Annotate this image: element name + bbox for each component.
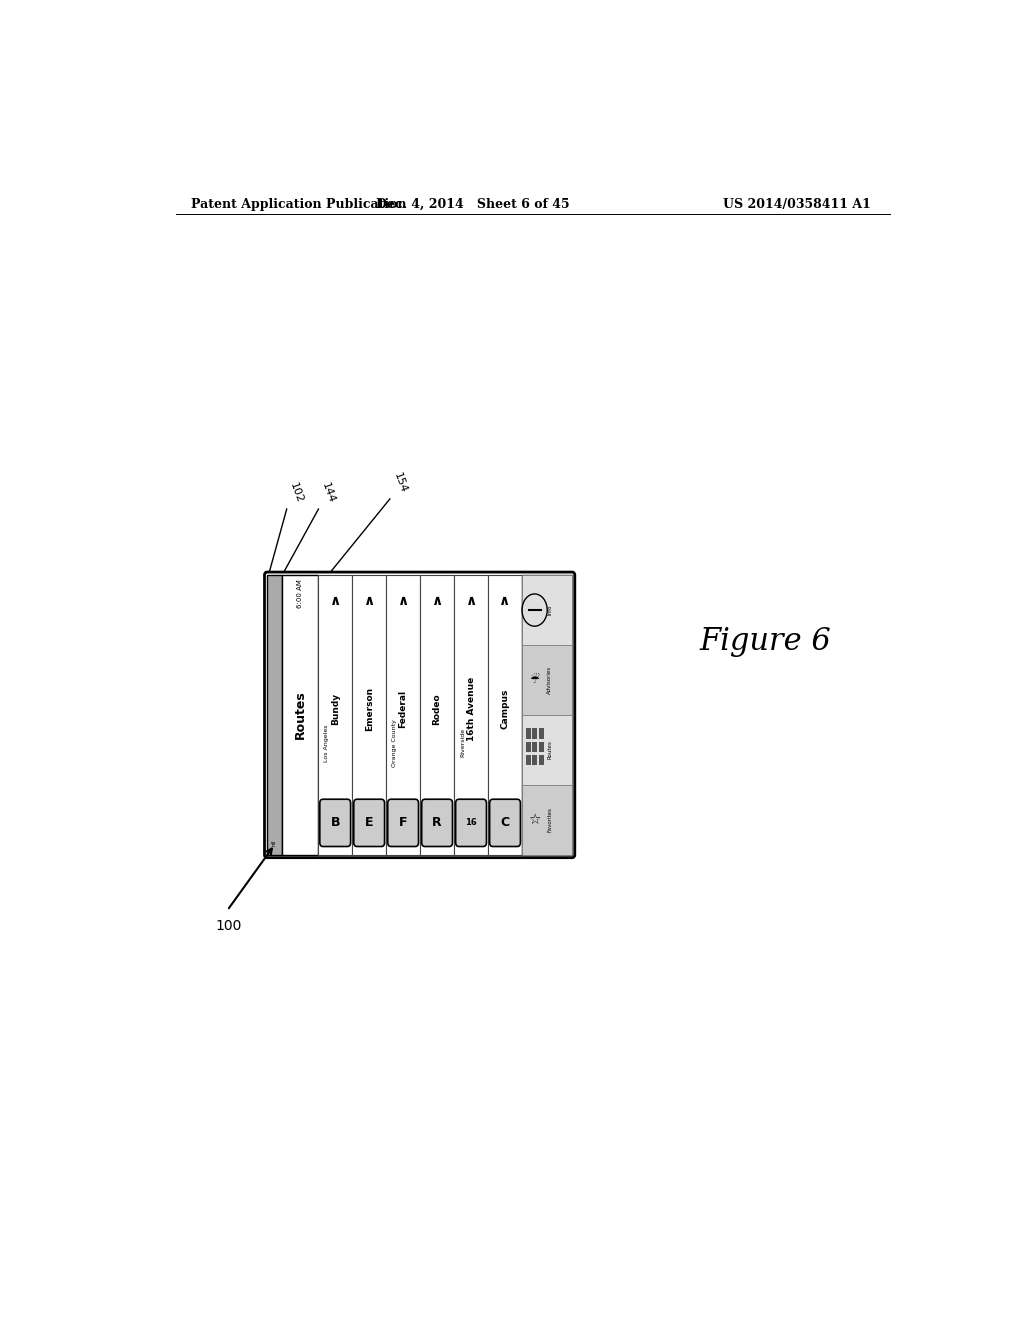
Text: ☔: ☔ [529,675,540,685]
FancyBboxPatch shape [353,799,385,846]
Text: ∧: ∧ [364,594,375,607]
FancyBboxPatch shape [264,572,574,858]
Text: US 2014/0358411 A1: US 2014/0358411 A1 [723,198,871,211]
Bar [525,742,530,752]
Text: nll: nll [271,840,276,846]
Text: C: C [501,816,510,829]
Text: ∧: ∧ [397,594,409,607]
Text: B: B [331,816,340,829]
FancyBboxPatch shape [489,799,520,846]
Bar [386,576,420,854]
Bar [522,645,572,715]
Text: E: E [365,816,374,829]
Bar [318,576,352,854]
Text: 102: 102 [289,482,305,506]
Bar [539,755,544,766]
Text: Info: Info [547,605,552,615]
Text: Orange County: Orange County [392,719,397,767]
Text: 6:00 AM: 6:00 AM [297,579,303,607]
Bar [525,729,530,739]
Bar [532,742,538,752]
Text: 144: 144 [321,482,337,506]
Bar [522,576,572,854]
FancyBboxPatch shape [422,799,453,846]
Text: ☆: ☆ [528,813,541,826]
Text: Federal: Federal [398,690,408,729]
Text: Favorites: Favorites [547,808,552,832]
Text: Routes: Routes [547,741,552,759]
Text: 100: 100 [215,919,242,933]
Text: ∧: ∧ [466,594,477,607]
Text: Dec. 4, 2014   Sheet 6 of 45: Dec. 4, 2014 Sheet 6 of 45 [377,198,570,211]
Bar [525,755,530,766]
Bar [420,576,454,854]
Bar [532,729,538,739]
Text: ∧: ∧ [500,594,511,607]
Bar [267,576,282,854]
Text: Patent Application Publication: Patent Application Publication [191,198,407,211]
Bar [522,715,572,785]
Text: Campus: Campus [501,689,510,730]
Bar [352,576,386,854]
Text: 154: 154 [391,471,409,495]
Bar [539,742,544,752]
FancyBboxPatch shape [319,799,350,846]
Text: Advisories: Advisories [547,665,552,694]
Text: 16th Avenue: 16th Avenue [467,677,475,742]
Bar [454,576,488,854]
Text: Los Angeles: Los Angeles [325,725,329,762]
Bar [532,755,538,766]
FancyBboxPatch shape [388,799,419,846]
Text: Rodeo: Rodeo [432,693,441,725]
Text: 16: 16 [465,818,477,828]
FancyBboxPatch shape [456,799,486,846]
Bar [522,576,572,645]
Text: Routes: Routes [294,690,306,739]
Bar [282,576,318,854]
Bar [522,785,572,854]
Text: Bundy: Bundy [331,693,340,726]
Text: F: F [399,816,408,829]
Text: ∧: ∧ [330,594,341,607]
Text: Emerson: Emerson [365,688,374,731]
Bar [539,729,544,739]
Text: Figure 6: Figure 6 [699,626,831,656]
Text: ∧: ∧ [431,594,442,607]
Bar [488,576,522,854]
Text: Riverside: Riverside [460,729,465,758]
Text: R: R [432,816,442,829]
